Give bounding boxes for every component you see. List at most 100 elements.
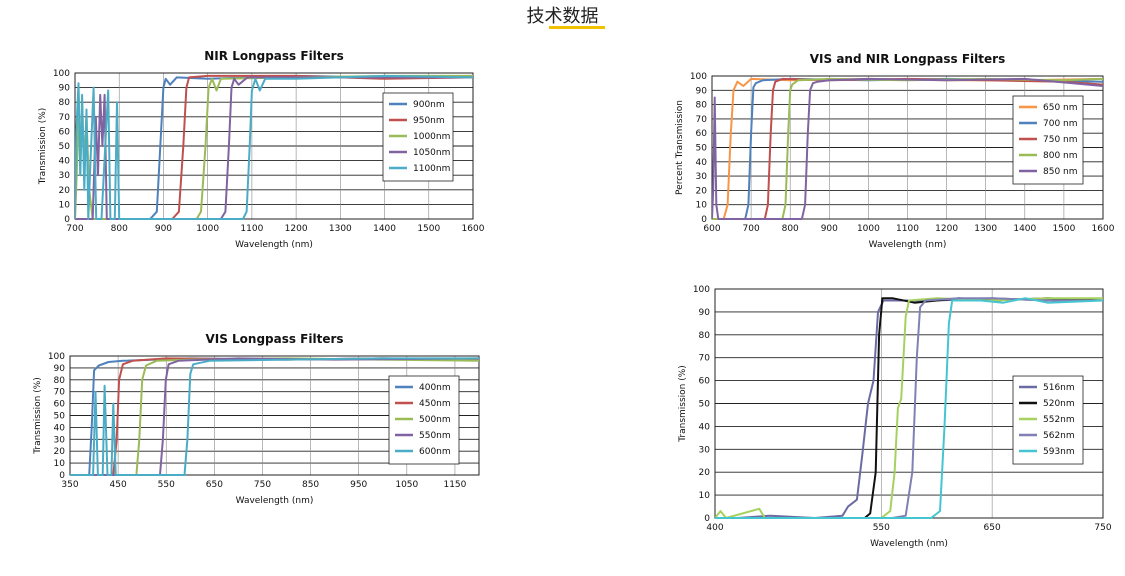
y-tick-label: 60 (54, 400, 66, 410)
y-tick-label: 70 (696, 115, 708, 125)
y-tick-label: 0 (704, 514, 710, 524)
y-tick-label: 10 (696, 201, 708, 211)
chart-vis-longpass: VIS Longpass Filters 0 10 20 30 40 50 60 70 80 90 1… (0, 325, 490, 515)
x-tick-label: 800 (111, 224, 128, 234)
chart-svg: 0 10 20 30 40 50 60 70 80 90 100 400 550 650 750 Wavele… (678, 285, 1112, 549)
y-tick-label: 0 (59, 471, 65, 481)
y-tick-label: 100 (690, 72, 707, 82)
x-tick-label: 1100 (896, 224, 919, 234)
x-tick-label: 750 (1094, 523, 1111, 533)
y-tick-label: 20 (54, 447, 66, 457)
y-tick-label: 60 (699, 377, 711, 387)
y-tick-label: 10 (59, 200, 71, 210)
legend-label: 800 nm (1043, 151, 1078, 161)
y-axis-label: Transmission (%) (678, 365, 688, 443)
y-tick-label: 50 (54, 412, 66, 422)
legend-label: 450nm (419, 399, 451, 409)
series-line-850nm (712, 77, 1103, 220)
plot-frame (74, 72, 474, 220)
y-tick-label: 70 (59, 113, 71, 123)
y-tick-label: 80 (54, 376, 66, 386)
y-tick-label: 30 (59, 171, 71, 181)
x-tick-label: 1200 (935, 224, 958, 234)
chart-nir-longpass: NIR Longpass Filters 0 10 20 30 40 50 60 70 80 90 1… (0, 45, 490, 260)
x-tick-label: 550 (873, 523, 890, 533)
x-tick-label: 1300 (329, 224, 352, 234)
legend-label: 700 nm (1043, 119, 1078, 129)
legend-label: 550nm (419, 431, 451, 441)
legend-label: 1000nm (413, 132, 450, 142)
y-tick-label: 90 (696, 86, 708, 96)
y-tick-label: 100 (693, 285, 710, 295)
legend-label: 650 nm (1043, 103, 1078, 113)
y-tick-label: 0 (701, 215, 707, 225)
legend-label: 950nm (413, 116, 445, 126)
series-line-750nm (712, 77, 1103, 220)
legend-label: 520nm (1043, 399, 1075, 409)
x-tick-label: 850 (302, 480, 319, 490)
x-tick-label: 450 (110, 480, 127, 490)
x-tick-label: 1400 (373, 224, 396, 234)
x-tick-label: 1500 (1052, 224, 1075, 234)
legend-label: 600nm (419, 447, 451, 457)
x-tick-label: 1500 (417, 224, 440, 234)
y-axis-label: Transmission (%) (38, 108, 48, 186)
x-axis-label: Wavelength (nm) (870, 539, 948, 549)
x-tick-label: 1000 (857, 224, 880, 234)
page-title: 技术数据 (526, 6, 599, 27)
y-axis-label: Percent Transmission (675, 100, 685, 195)
chart-svg: VIS and NIR Longpass Filters 0 10 20 30 40 50 6… (675, 52, 1115, 250)
legend-label: 1050nm (413, 148, 450, 158)
chart-title: NIR Longpass Filters (204, 49, 343, 63)
chart-title: VIS and NIR Longpass Filters (810, 52, 1005, 66)
x-tick-label: 750 (254, 480, 271, 490)
chart-vis-nir-longpass: VIS and NIR Longpass Filters 0 10 20 30 40 50 6… (660, 45, 1120, 260)
y-tick-label: 50 (696, 144, 708, 154)
legend-label: 400nm (419, 383, 451, 393)
y-tick-label: 100 (48, 352, 65, 362)
x-tick-label: 1600 (462, 224, 485, 234)
x-tick-label: 550 (158, 480, 175, 490)
series-line-1100nm (75, 74, 473, 220)
legend-label: 900nm (413, 100, 445, 110)
x-tick-label: 900 (155, 224, 172, 234)
series-line-600nm (70, 357, 479, 476)
legend-label: 562nm (1043, 431, 1075, 441)
y-tick-label: 30 (54, 435, 66, 445)
chart-title: VIS Longpass Filters (205, 332, 343, 346)
x-tick-label: 1050 (395, 480, 418, 490)
y-tick-label: 80 (699, 331, 711, 341)
title-underline (549, 26, 605, 29)
plot-frame (69, 355, 480, 476)
y-tick-label: 20 (59, 186, 71, 196)
y-tick-label: 70 (699, 354, 711, 364)
legend-label: 500nm (419, 415, 451, 425)
chart-svg: NIR Longpass Filters 0 10 20 30 40 50 60 70 80 90 1… (38, 49, 485, 250)
y-tick-label: 90 (54, 364, 66, 374)
y-tick-label: 30 (696, 172, 708, 182)
chart-visible-longpass: 0 10 20 30 40 50 60 70 80 90 100 400 550 650 750 Wavele… (665, 280, 1125, 570)
plot-frame (711, 75, 1104, 220)
y-tick-label: 20 (699, 468, 711, 478)
legend-label: 750 nm (1043, 135, 1078, 145)
series-line-593nm (715, 297, 1103, 519)
x-tick-label: 650 (984, 523, 1001, 533)
x-tick-label: 1150 (443, 480, 466, 490)
y-tick-label: 90 (59, 84, 71, 94)
x-tick-label: 400 (706, 523, 723, 533)
y-tick-label: 90 (699, 308, 711, 318)
x-tick-label: 800 (782, 224, 799, 234)
x-tick-label: 1300 (974, 224, 997, 234)
x-tick-label: 600 (703, 224, 720, 234)
y-tick-label: 20 (696, 186, 708, 196)
x-tick-label: 700 (66, 224, 83, 234)
y-tick-label: 50 (699, 400, 711, 410)
x-tick-label: 1400 (1013, 224, 1036, 234)
x-axis-label: Wavelength (nm) (869, 240, 947, 250)
x-tick-label: 1100 (240, 224, 263, 234)
x-axis-label: Wavelength (nm) (235, 240, 313, 250)
y-axis-label: Transmission (%) (33, 377, 43, 455)
series-line-552nm (715, 297, 1103, 519)
x-tick-label: 700 (743, 224, 760, 234)
